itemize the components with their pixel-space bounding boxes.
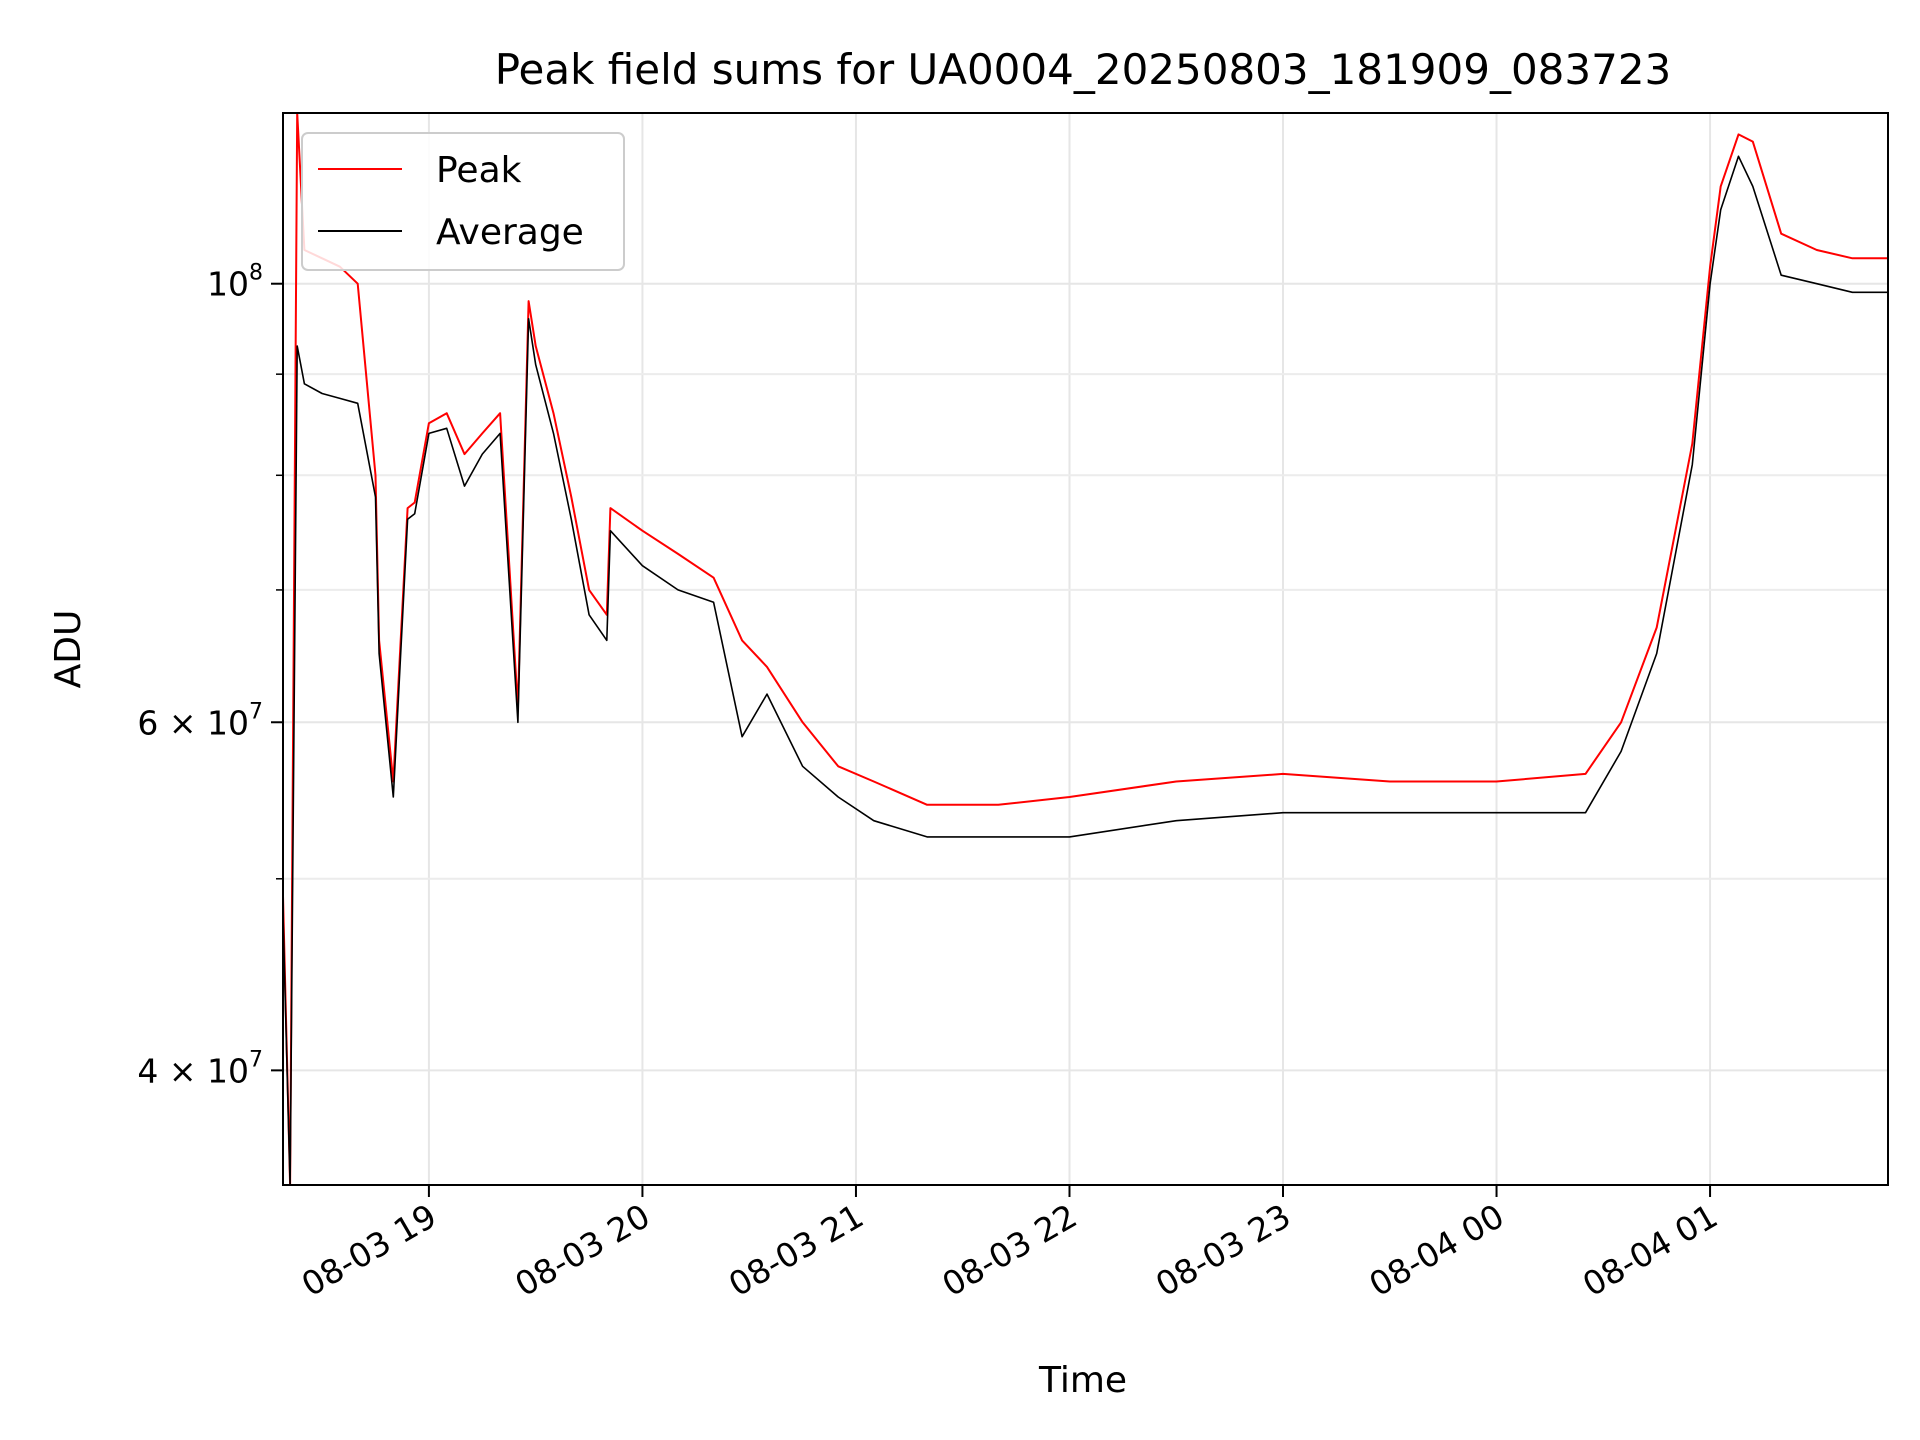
y-tick-label: 4 × 107 <box>137 1047 263 1090</box>
y-axis-title: ADU <box>48 610 89 689</box>
series-layer <box>282 112 1888 1186</box>
grid <box>283 113 1888 1185</box>
y-tick-label: 6 × 107 <box>137 699 263 742</box>
plot-frame <box>282 112 1889 1186</box>
series-line-average <box>282 155 1888 1186</box>
x-axis-title: Time <box>1038 1360 1127 1401</box>
legend: Peak Average <box>301 132 625 271</box>
legend-label-average: Average <box>436 212 584 253</box>
series-line-peak <box>282 112 1888 1186</box>
legend-label-peak: Peak <box>436 150 522 191</box>
legend-box <box>301 132 625 271</box>
chart-title: Peak field sums for UA0004_20250803_1819… <box>495 45 1672 94</box>
